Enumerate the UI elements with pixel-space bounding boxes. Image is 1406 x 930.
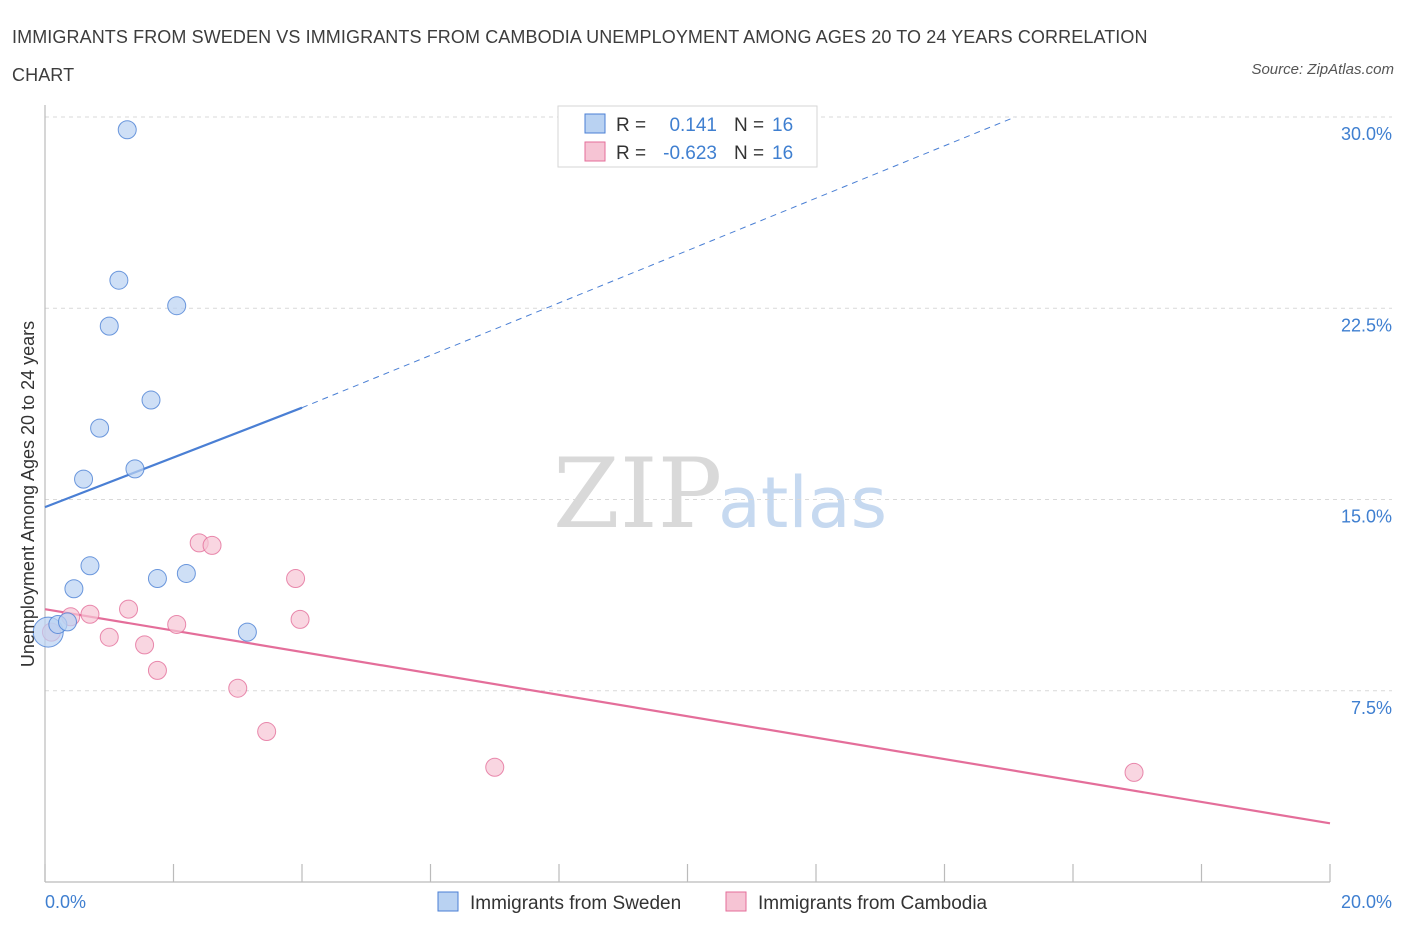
trend-line-cambodia <box>44 608 1331 825</box>
series-legend-swatch-cambodia <box>725 891 747 912</box>
legend-n-value-cambodia: 16 <box>772 143 793 164</box>
point-sweden-14 <box>176 563 196 583</box>
point-sweden-10 <box>125 459 145 479</box>
point-cambodia-9 <box>202 535 222 555</box>
point-sweden-2 <box>57 612 77 632</box>
point-cambodia-6 <box>147 660 167 680</box>
legend-r-label-cambodia: R = <box>616 143 646 164</box>
point-sweden-4 <box>74 469 94 489</box>
y-tick-label-3: 30.0% <box>1341 124 1392 144</box>
correlation-legend: R = 0.141 N = 16 R = -0.623 N = 16 <box>557 105 818 168</box>
point-cambodia-14 <box>485 757 505 777</box>
point-sweden-5 <box>80 556 100 576</box>
point-sweden-15 <box>237 622 257 642</box>
watermark-zip: ZIP <box>553 438 722 550</box>
point-cambodia-2 <box>80 604 100 624</box>
grid-lines <box>45 116 1392 692</box>
point-sweden-13 <box>167 296 187 316</box>
source-label: Source: ZipAtlas.com <box>1251 61 1394 78</box>
point-sweden-3 <box>64 579 84 599</box>
data-points <box>32 120 1144 782</box>
point-sweden-6 <box>90 418 110 438</box>
watermark-atlas: atlas <box>718 462 887 544</box>
y-tick-label-2: 22.5% <box>1341 315 1392 335</box>
point-sweden-11 <box>141 390 161 410</box>
trend-line-sweden <box>44 406 303 509</box>
point-cambodia-15 <box>1124 762 1144 782</box>
point-cambodia-11 <box>257 722 277 742</box>
point-sweden-12 <box>147 569 167 589</box>
series-legend-label-sweden: Immigrants from Sweden <box>470 893 681 914</box>
point-sweden-8 <box>109 270 129 290</box>
point-sweden-9 <box>117 120 137 140</box>
tick-labels: 7.5% 15.0% 22.5% 30.0% 0.0% 20.0% <box>45 124 1392 912</box>
y-axis-label: Unemployment Among Ages 20 to 24 years <box>18 321 38 667</box>
y-tick-label-1: 15.0% <box>1341 507 1392 527</box>
point-cambodia-10 <box>228 678 248 698</box>
point-cambodia-5 <box>135 635 155 655</box>
legend-r-value-sweden: 0.141 <box>669 115 717 136</box>
point-cambodia-7 <box>167 614 187 634</box>
legend-swatch-sweden <box>584 113 606 134</box>
series-legend: Immigrants from Sweden Immigrants from C… <box>437 891 988 914</box>
point-cambodia-4 <box>119 599 139 619</box>
y-tick-label-0: 7.5% <box>1351 698 1392 718</box>
x-tick-label-0: 0.0% <box>45 892 86 912</box>
point-cambodia-13 <box>290 609 310 629</box>
series-legend-label-cambodia: Immigrants from Cambodia <box>758 893 988 914</box>
legend-r-value-cambodia: -0.623 <box>663 143 717 164</box>
axes <box>44 105 1331 883</box>
legend-n-label-sweden: N = <box>734 115 764 136</box>
legend-n-value-sweden: 16 <box>772 115 793 136</box>
point-cambodia-12 <box>286 569 306 589</box>
chart-title: IMMIGRANTS FROM SWEDEN VS IMMIGRANTS FRO… <box>12 27 1148 85</box>
series-legend-swatch-sweden <box>437 891 459 912</box>
trend-lines <box>44 116 1331 825</box>
point-cambodia-3 <box>99 627 119 647</box>
trend-line-sweden-extension <box>301 116 1016 409</box>
point-sweden-7 <box>99 316 119 336</box>
legend-n-label-cambodia: N = <box>734 143 764 164</box>
legend-swatch-cambodia <box>584 141 606 162</box>
x-tick-label-1: 20.0% <box>1341 892 1392 912</box>
legend-r-label-sweden: R = <box>616 115 646 136</box>
